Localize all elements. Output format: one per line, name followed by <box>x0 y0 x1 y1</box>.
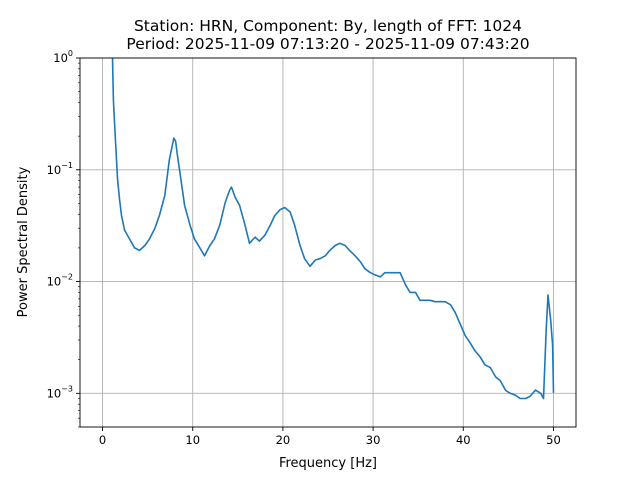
y-tick-base: 10 <box>47 163 62 177</box>
x-tick-label: 0 <box>99 433 106 447</box>
y-tick-label: 100 <box>53 49 73 65</box>
x-tick-label: 40 <box>456 433 471 447</box>
x-tick-label: 50 <box>546 433 561 447</box>
y-tick-exponent: 0 <box>68 49 73 58</box>
x-tick-label: 30 <box>366 433 381 447</box>
y-tick-exponent: −2 <box>61 273 73 282</box>
y-tick-label: 10−1 <box>47 161 73 177</box>
chart-title-line1: Station: HRN, Component: By, length of F… <box>134 17 522 35</box>
grid <box>80 57 576 427</box>
y-axis-label: Power Spectral Density <box>16 166 31 317</box>
psd-series-line <box>111 58 555 400</box>
y-tick-exponent: −1 <box>61 161 73 170</box>
y-tick-exponent: −3 <box>61 384 73 393</box>
y-tick-base: 10 <box>53 51 68 65</box>
y-tick-label: 10−3 <box>47 384 73 400</box>
x-tick-label: 20 <box>276 433 291 447</box>
x-axis-label: Frequency [Hz] <box>279 456 377 471</box>
axes-frame <box>79 57 577 428</box>
x-tick-label: 10 <box>185 433 200 447</box>
y-tick-base: 10 <box>47 275 62 289</box>
y-tick-base: 10 <box>47 386 62 400</box>
y-tick-label: 10−2 <box>47 273 73 289</box>
chart-title-line2: Period: 2025-11-09 07:13:20 - 2025-11-09… <box>126 35 529 53</box>
